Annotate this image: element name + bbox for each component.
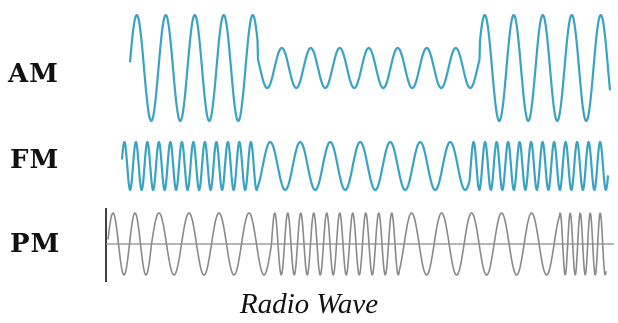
pm-wave <box>107 212 607 276</box>
am-wave <box>128 13 612 123</box>
am-label: AM <box>7 59 59 89</box>
caption: Radio Wave <box>239 288 378 320</box>
pm-label: PM <box>10 229 60 259</box>
fm-label: FM <box>10 145 59 175</box>
fm-wave <box>120 140 610 192</box>
